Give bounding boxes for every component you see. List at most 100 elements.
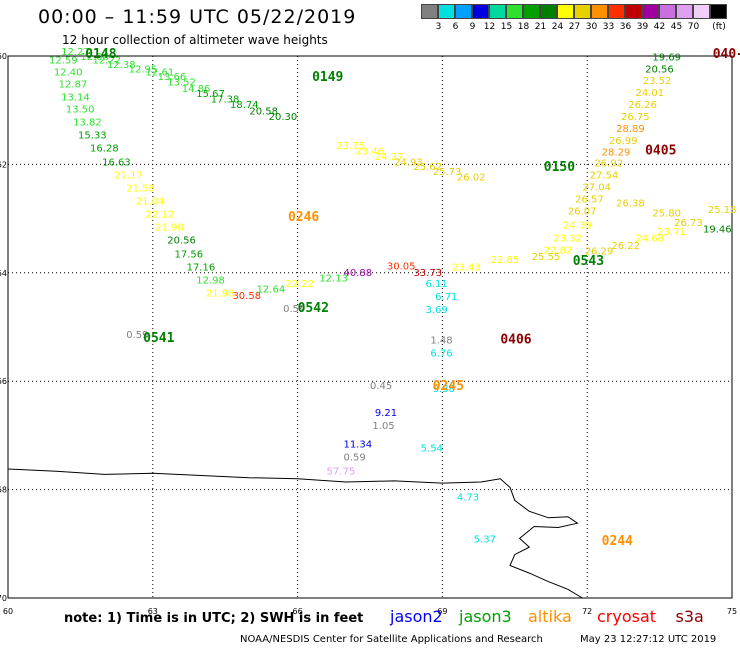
satellite-legend-item: altika <box>528 607 572 626</box>
wave-height-value: 26.38 <box>616 199 645 210</box>
pass-label: 0543 <box>573 254 604 269</box>
wave-height-value: 17.56 <box>175 250 204 261</box>
wave-height-value: 1.05 <box>372 421 394 432</box>
longitude-tick-label: 63 <box>148 607 158 616</box>
legend-swatch <box>608 4 625 19</box>
pass-label: 0150 <box>544 160 575 175</box>
wave-height-value: 26.07 <box>568 206 597 217</box>
wave-height-value: 17.16 <box>187 263 216 274</box>
wave-height-value: 0.59 <box>126 330 148 341</box>
wave-height-value: 26.02 <box>457 173 486 184</box>
wave-height-value: 12.06 <box>80 52 109 63</box>
latitude-tick-label: -64 <box>0 269 7 278</box>
legend-swatch <box>659 4 676 19</box>
wave-height-value: 25.62 <box>413 162 442 173</box>
legend-swatch <box>710 4 727 19</box>
map-frame <box>7 55 733 599</box>
map-title: 00:00 – 11:59 UTC 05/22/2019 <box>38 6 357 28</box>
latitude-tick-label: -66 <box>0 377 7 386</box>
generation-timestamp: May 23 12:27:12 UTC 2019 <box>580 634 717 645</box>
legend-swatch <box>421 4 438 19</box>
footer-note: note: 1) Time is in UTC; 2) SWH is in fe… <box>64 611 364 626</box>
wave-height-value: 24.68 <box>635 233 664 244</box>
wave-height-value: 9.38 <box>433 384 455 395</box>
wave-height-value: 12.59 <box>49 56 78 67</box>
pass-label: 0405 <box>645 144 676 159</box>
wave-height-value: 13.14 <box>61 92 90 103</box>
legend-tick-label: 12 <box>483 22 496 32</box>
wave-height-value: 28.29 <box>602 148 631 159</box>
wave-height-value: 23.75 <box>336 141 365 152</box>
wave-height-value: 22.82 <box>544 245 573 256</box>
wave-height-value: 13.82 <box>73 117 102 128</box>
wave-height-value: 18.74 <box>230 100 259 111</box>
longitude-tick-label: 72 <box>582 607 592 616</box>
pass-label: 0245 <box>433 379 464 394</box>
wave-height-value: 12.40 <box>54 68 83 79</box>
wave-height-value: 12.22 <box>92 56 121 67</box>
wave-height-value: 12.27 <box>61 47 90 58</box>
wave-height-value: 20.58 <box>249 107 278 118</box>
wave-height-value: 9.21 <box>375 408 397 419</box>
wave-height-value: 24.27 <box>375 152 404 163</box>
wave-height-value: 25.18 <box>708 205 737 216</box>
legend-swatch <box>591 4 608 19</box>
legend-tick-label: 39 <box>636 22 649 32</box>
wave-height-value: 30.05 <box>387 262 416 273</box>
longitude-tick-label: 69 <box>437 607 447 616</box>
wave-height-value: 26.99 <box>609 136 638 147</box>
wave-height-value: 0.59 <box>283 304 305 315</box>
wave-height-value: 22.85 <box>491 255 520 266</box>
wave-height-value: 23.32 <box>553 233 582 244</box>
wave-height-value: 14.86 <box>182 84 211 95</box>
pass-label: 0148 <box>85 47 116 62</box>
latitude-tick-label: -62 <box>0 160 7 169</box>
legend-tick-label: 30 <box>585 22 598 32</box>
legend-tick-label: 18 <box>517 22 530 32</box>
wave-height-value: 13.50 <box>66 104 95 115</box>
wave-height-value: 21.58 <box>126 184 155 195</box>
wave-height-value: 21.04 <box>136 197 165 208</box>
legend-swatch <box>642 4 659 19</box>
legend-swatch <box>574 4 591 19</box>
wave-height-value: 23.46 <box>356 147 385 158</box>
wave-height-value: 24.39 <box>563 220 592 231</box>
wave-height-value: 13.66 <box>158 72 187 83</box>
wave-height-value: 33.73 <box>413 268 442 279</box>
wave-height-value: 16.28 <box>90 143 119 154</box>
wave-height-value: 1.48 <box>430 335 452 346</box>
legend-swatch <box>557 4 574 19</box>
wave-height-value: 26.26 <box>628 100 657 111</box>
wave-height-value: 12.61 <box>146 68 175 79</box>
wave-height-value: 21.98 <box>206 289 235 300</box>
legend-tick-label: 9 <box>469 22 476 32</box>
wave-height-value: 5.54 <box>421 444 443 455</box>
wave-height-value: 30.58 <box>232 291 261 302</box>
coastline <box>7 468 583 599</box>
legend-swatch <box>489 4 506 19</box>
longitude-tick-label: 66 <box>293 607 303 616</box>
legend-swatch <box>472 4 489 19</box>
wave-height-value: 20.56 <box>645 64 674 75</box>
wave-height-value: 12.95 <box>129 64 158 75</box>
color-legend <box>421 4 727 19</box>
legend-swatch <box>625 4 642 19</box>
wave-height-value: 25.73 <box>433 167 462 178</box>
legend-swatch <box>693 4 710 19</box>
legend-swatch <box>523 4 540 19</box>
wave-height-value: 26.57 <box>575 194 604 205</box>
wave-height-value: 12.87 <box>59 79 88 90</box>
satellite-legend-item: s3a <box>675 607 704 626</box>
wave-height-value: 40.88 <box>343 268 372 279</box>
wave-height-value: 26.73 <box>674 218 703 229</box>
wave-height-value: 3.69 <box>426 305 448 316</box>
legend-swatch <box>438 4 455 19</box>
wave-height-value: 12.98 <box>196 276 225 287</box>
wave-height-value: 19.69 <box>652 52 681 63</box>
wave-height-value: 22.22 <box>286 279 315 290</box>
wave-height-value: 6.11 <box>426 279 448 290</box>
legend-tick-label: 70 <box>687 22 700 32</box>
satellite-legend-item: cryosat <box>597 607 657 626</box>
legend-tick-label: 21 <box>534 22 547 32</box>
